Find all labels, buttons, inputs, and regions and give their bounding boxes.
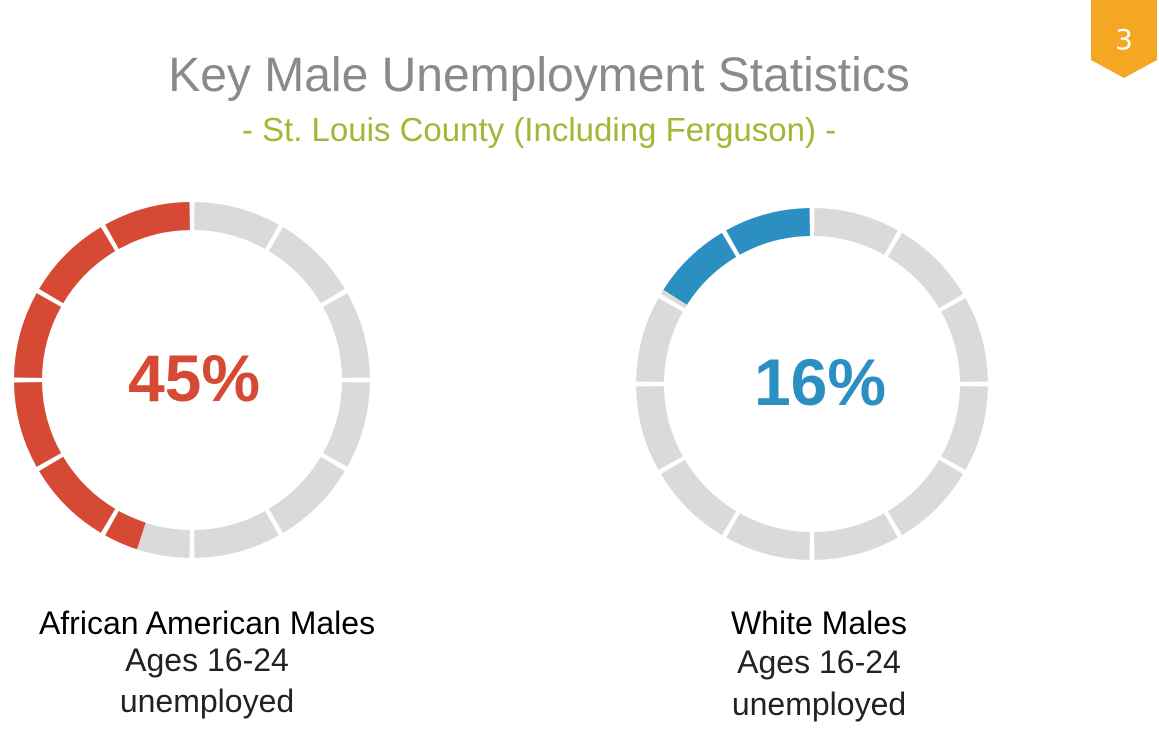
donut-value-segment bbox=[663, 232, 737, 305]
donut-value-segment bbox=[105, 202, 190, 250]
donut-track-segment bbox=[636, 298, 683, 382]
donut-track-segment bbox=[268, 456, 345, 533]
center-value-african-american: 45% bbox=[127, 341, 261, 415]
label-white-males: White Males bbox=[730, 605, 908, 641]
donut-value-segment bbox=[14, 293, 62, 378]
donut-track-segment bbox=[887, 232, 964, 309]
donut-track-segment bbox=[194, 202, 279, 250]
center-value-white: 16% bbox=[753, 345, 887, 419]
label-unemployed-right: unemployed bbox=[731, 686, 907, 722]
badge-shape bbox=[1091, 0, 1157, 78]
donut-value-segment bbox=[105, 510, 146, 550]
donut-track-segment bbox=[322, 293, 370, 378]
donut-track-segment bbox=[814, 208, 898, 255]
slide-number-badge: 3 bbox=[1091, 0, 1157, 78]
donut-track-segment bbox=[887, 459, 964, 536]
donut-track-segment bbox=[660, 459, 737, 536]
donut-track-segment bbox=[268, 227, 345, 304]
label-african-american-males: African American Males bbox=[38, 605, 376, 641]
donut-track-segment bbox=[636, 386, 683, 470]
label-unemployed-left: unemployed bbox=[119, 683, 295, 719]
donut-track-segment bbox=[941, 298, 988, 382]
donut-track-segment bbox=[726, 513, 810, 560]
donut-value-segment bbox=[39, 227, 116, 304]
donut-track-segment bbox=[322, 382, 370, 467]
donut-value-segment bbox=[14, 382, 62, 467]
donut-chart-african-american bbox=[14, 202, 370, 558]
donut-track-segment bbox=[941, 386, 988, 470]
donut-track-segment bbox=[194, 510, 279, 558]
slide-subtitle: - St. Louis County (Including Ferguson) … bbox=[241, 111, 837, 148]
donut-value-segment bbox=[726, 208, 810, 255]
slide-title: Key Male Unemployment Statistics bbox=[168, 49, 910, 102]
donut-chart-white bbox=[636, 208, 988, 560]
donut-value-segment bbox=[39, 456, 116, 533]
donut-track-segment bbox=[814, 513, 898, 560]
label-ages-left: Ages 16-24 bbox=[125, 642, 289, 678]
slide-number: 3 bbox=[1115, 23, 1133, 56]
label-ages-right: Ages 16-24 bbox=[737, 644, 901, 680]
